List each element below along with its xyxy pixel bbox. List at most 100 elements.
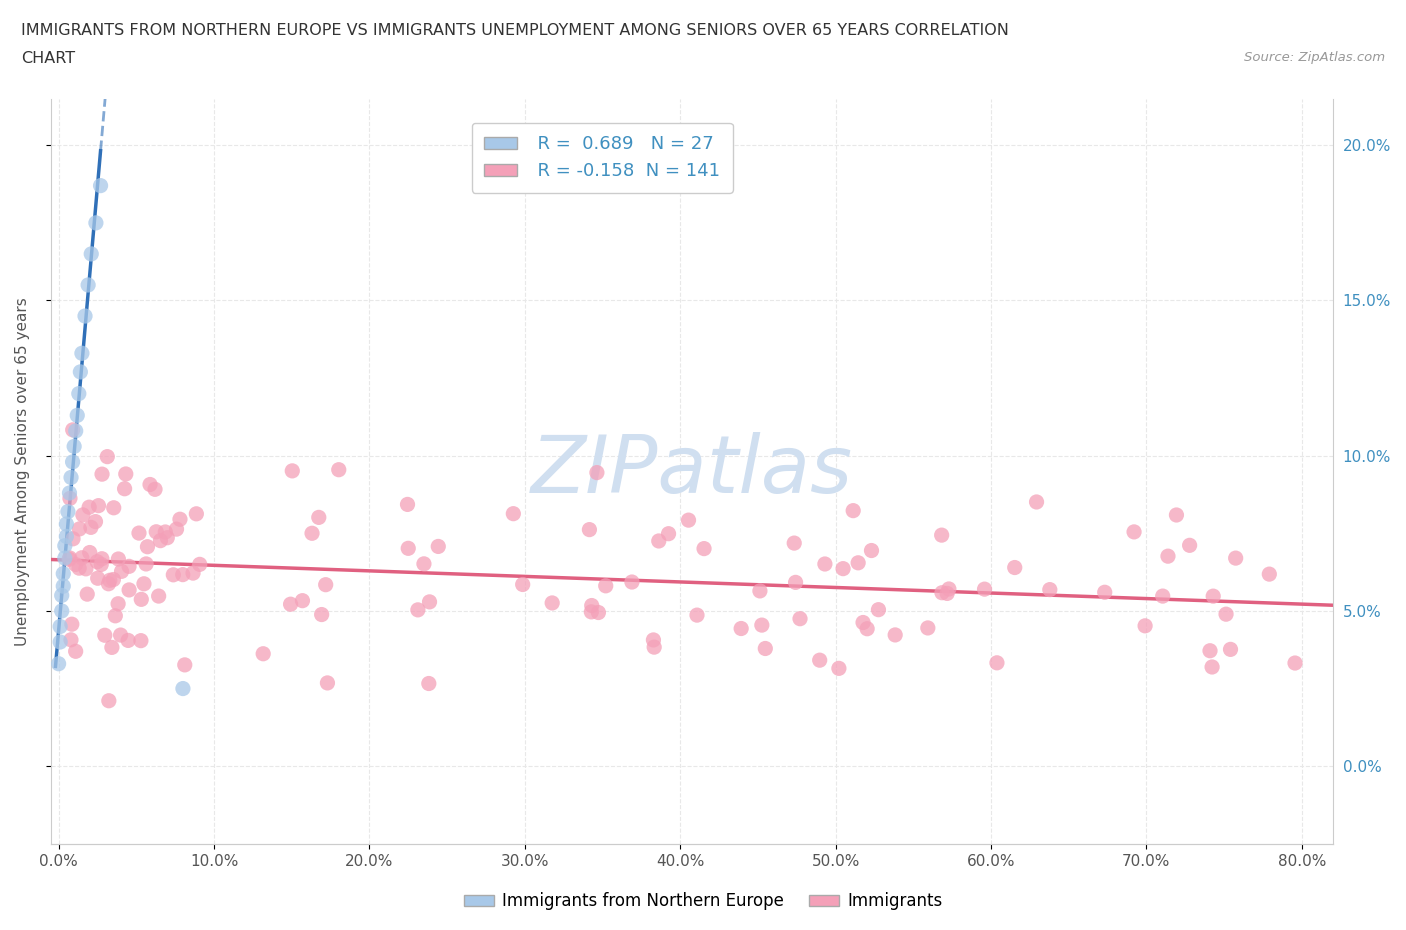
Point	[77, 499, 100, 514]
Point	[135, 556, 157, 571]
Point	[51, 604, 73, 618]
Point	[181, 565, 204, 580]
Point	[55, 529, 77, 544]
Point	[413, 556, 436, 571]
Point	[301, 525, 323, 540]
Point	[59, 632, 82, 647]
Point	[832, 561, 855, 576]
Point	[595, 578, 617, 593]
Point	[162, 567, 184, 582]
Point	[156, 530, 179, 545]
Point	[59, 491, 82, 506]
Point	[49, 634, 72, 649]
Point	[1025, 495, 1047, 510]
Point	[101, 640, 124, 655]
Point	[315, 578, 337, 592]
Point	[56, 504, 79, 519]
Point	[62, 422, 84, 437]
Point	[60, 617, 83, 631]
Point	[80, 520, 103, 535]
Point	[748, 583, 770, 598]
Text: IMMIGRANTS FROM NORTHERN EUROPE VS IMMIGRANTS UNEMPLOYMENT AMONG SENIORS OVER 65: IMMIGRANTS FROM NORTHERN EUROPE VS IMMIG…	[21, 23, 1010, 38]
Point	[94, 628, 117, 643]
Point	[643, 640, 665, 655]
Point	[1258, 566, 1281, 581]
Point	[139, 477, 162, 492]
Point	[86, 571, 108, 586]
Point	[132, 577, 155, 591]
Point	[186, 506, 208, 521]
Point	[808, 653, 831, 668]
Point	[73, 309, 96, 324]
Point	[1199, 644, 1222, 658]
Point	[1094, 585, 1116, 600]
Point	[72, 508, 94, 523]
Legend:   R =  0.689   N = 27,   R = -0.158  N = 141: R = 0.689 N = 27, R = -0.158 N = 141	[472, 123, 733, 193]
Point	[75, 562, 97, 577]
Point	[98, 573, 121, 588]
Point	[512, 577, 534, 591]
Point	[145, 525, 167, 539]
Point	[581, 598, 603, 613]
Point	[291, 593, 314, 608]
Point	[693, 541, 716, 556]
Point	[1133, 618, 1156, 633]
Point	[936, 586, 959, 601]
Point	[1123, 525, 1146, 539]
Point	[846, 555, 869, 570]
Point	[938, 581, 960, 596]
Point	[70, 346, 93, 361]
Point	[155, 525, 177, 539]
Point	[79, 545, 101, 560]
Legend: Immigrants from Northern Europe, Immigrants: Immigrants from Northern Europe, Immigra…	[457, 885, 949, 917]
Point	[67, 386, 90, 401]
Point	[657, 526, 679, 541]
Point	[58, 485, 80, 500]
Point	[87, 498, 110, 513]
Point	[107, 596, 129, 611]
Point	[107, 551, 129, 566]
Point	[986, 656, 1008, 671]
Point	[868, 603, 890, 618]
Point	[84, 514, 107, 529]
Point	[65, 644, 87, 658]
Point	[754, 641, 776, 656]
Point	[308, 510, 330, 525]
Point	[129, 633, 152, 648]
Point	[114, 467, 136, 482]
Point	[67, 522, 90, 537]
Point	[97, 577, 120, 591]
Point	[1039, 582, 1062, 597]
Point	[418, 676, 440, 691]
Point	[828, 661, 851, 676]
Point	[581, 604, 603, 619]
Point	[51, 588, 73, 603]
Point	[90, 557, 112, 572]
Point	[541, 595, 564, 610]
Point	[128, 525, 150, 540]
Point	[406, 603, 429, 618]
Point	[90, 179, 112, 193]
Point	[884, 628, 907, 643]
Point	[785, 575, 807, 590]
Point	[1178, 538, 1201, 552]
Point	[66, 408, 89, 423]
Point	[76, 587, 98, 602]
Point	[104, 608, 127, 623]
Point	[1202, 589, 1225, 604]
Point	[856, 621, 879, 636]
Text: Source: ZipAtlas.com: Source: ZipAtlas.com	[1244, 51, 1385, 64]
Point	[129, 591, 152, 606]
Point	[396, 497, 419, 512]
Point	[86, 554, 108, 569]
Point	[1201, 659, 1223, 674]
Point	[730, 621, 752, 636]
Point	[97, 693, 120, 708]
Point	[69, 365, 91, 379]
Point	[90, 551, 112, 566]
Point	[686, 607, 709, 622]
Point	[973, 581, 995, 596]
Point	[578, 522, 600, 537]
Point	[1284, 656, 1306, 671]
Point	[643, 632, 665, 647]
